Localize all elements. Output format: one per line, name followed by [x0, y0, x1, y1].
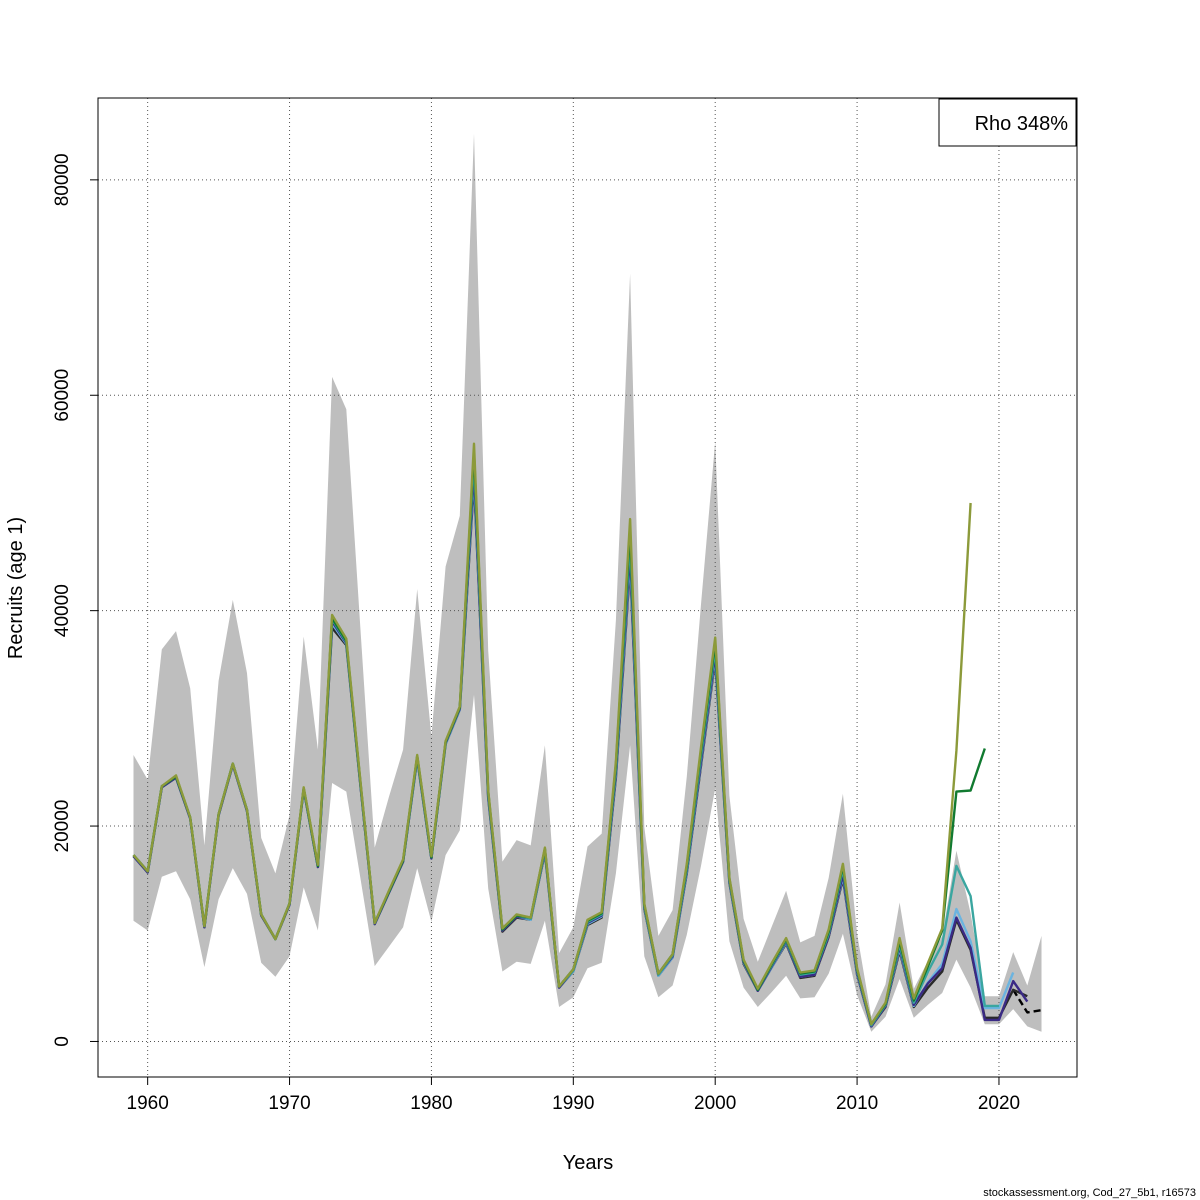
- y-tick-label-0: 0: [52, 1036, 73, 1047]
- series-line-7: [132, 442, 972, 1026]
- confidence-band: [133, 133, 1042, 1032]
- x-tick-label-2010: 2010: [836, 1093, 878, 1114]
- confidence-band-layer: [133, 133, 1042, 1032]
- legend-rho-label: Rho 348%: [975, 113, 1069, 135]
- x-axis-title: Years: [563, 1152, 613, 1174]
- footer-source: stockassessment.org, Cod_27_5b1, r16573: [983, 1187, 1196, 1199]
- x-tick-label-1980: 1980: [410, 1093, 452, 1114]
- y-tick-label-80000: 80000: [52, 153, 73, 206]
- legend: Rho 348%: [938, 98, 1077, 147]
- x-tick-label-1970: 1970: [268, 1093, 310, 1114]
- legend-box: [938, 98, 1077, 147]
- x-tick-label-1960: 1960: [127, 1093, 169, 1114]
- x-tick-label-2000: 2000: [694, 1093, 736, 1114]
- y-tick-label-40000: 40000: [52, 584, 73, 637]
- series-layer: [132, 442, 1042, 1028]
- y-axis-title: Recruits (age 1): [5, 517, 27, 659]
- x-tick-label-2020: 2020: [978, 1093, 1020, 1114]
- x-tick-label-1990: 1990: [552, 1093, 594, 1114]
- y-tick-label-20000: 20000: [52, 800, 73, 853]
- series-line-1: [1012, 989, 1042, 1014]
- y-axis: 0 20000 40000 60000 80000: [52, 153, 99, 1047]
- y-tick-label-60000: 60000: [52, 369, 73, 422]
- x-axis: 1960 1970 1980 1990 2000 2010 2020: [127, 1076, 1020, 1114]
